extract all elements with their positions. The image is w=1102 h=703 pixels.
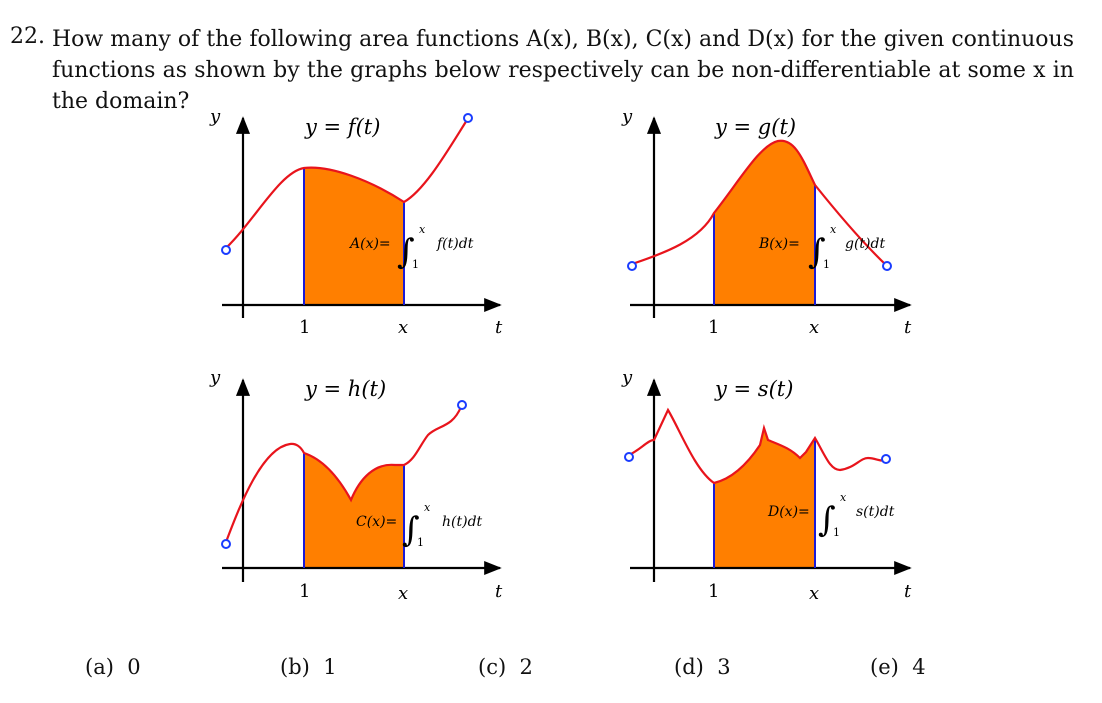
choice-c-value: 2 bbox=[519, 655, 533, 679]
graph-g-open-start bbox=[627, 261, 637, 271]
graph-f-tick-x: x bbox=[398, 317, 408, 338]
graph-f: y y = f(t) A(x)= ∫ x 1 f(t)dt 1 x t bbox=[209, 106, 503, 338]
graph-h-area bbox=[304, 453, 404, 568]
graph-h-integrand: h(t)dt bbox=[442, 514, 483, 530]
graph-g-integral-sign: ∫ bbox=[808, 232, 826, 272]
graph-s-y-label: y bbox=[621, 367, 633, 388]
graph-s-integrand: s(t)dt bbox=[856, 504, 895, 520]
choice-a-label: (a) bbox=[85, 655, 114, 679]
graph-f-function-label: y = f(t) bbox=[304, 115, 380, 139]
graph-s-curve bbox=[628, 407, 886, 485]
graph-f-integral-upper: x bbox=[419, 223, 426, 236]
graph-f-integral-lower: 1 bbox=[412, 258, 419, 271]
graph-f-area-label: A(x)= bbox=[348, 236, 391, 252]
graph-f-y-label: y bbox=[209, 106, 221, 127]
graph-s-integral-upper: x bbox=[840, 491, 847, 504]
graph-h-function-label: y = h(t) bbox=[304, 377, 386, 401]
graph-h-open-start bbox=[221, 539, 231, 549]
graph-s-open-start bbox=[624, 452, 634, 462]
graph-h-integral-lower: 1 bbox=[417, 536, 424, 549]
graph-g-area bbox=[714, 140, 815, 305]
graph-f-integral-sign: ∫ bbox=[397, 232, 415, 272]
graph-s-integral-lower: 1 bbox=[833, 526, 840, 539]
graph-s-function-label: y = s(t) bbox=[714, 377, 793, 401]
graph-f-curve bbox=[225, 119, 468, 249]
choice-d-label: (d) bbox=[674, 655, 704, 679]
graph-g-curve bbox=[631, 139, 887, 266]
graph-h-tick-1: 1 bbox=[299, 581, 310, 602]
graph-h-t-label: t bbox=[495, 581, 503, 602]
choice-b-value: 1 bbox=[323, 655, 337, 679]
graph-f-t-label: t bbox=[495, 317, 503, 338]
choice-b[interactable]: (b) 1 bbox=[280, 655, 337, 679]
choice-e-value: 4 bbox=[912, 655, 926, 679]
graph-f-tick-1: 1 bbox=[299, 317, 310, 338]
graph-f-area bbox=[304, 167, 404, 305]
graph-s-integral-sign: ∫ bbox=[818, 500, 836, 540]
graph-h-integral-sign: ∫ bbox=[402, 510, 420, 550]
choice-c-label: (c) bbox=[478, 655, 507, 679]
question-number: 22. bbox=[10, 24, 45, 49]
graph-s: y y = s(t) D(x)= ∫ x 1 s(t)dt 1 x t bbox=[621, 367, 912, 604]
choice-b-label: (b) bbox=[280, 655, 310, 679]
choice-d-value: 3 bbox=[717, 655, 731, 679]
graph-h-integral-upper: x bbox=[424, 501, 431, 514]
graph-g-function-label: y = g(t) bbox=[714, 115, 796, 139]
graph-s-t-label: t bbox=[904, 581, 912, 602]
graph-h-area-label: C(x)= bbox=[356, 514, 397, 530]
graph-g-tick-1: 1 bbox=[708, 317, 719, 338]
graph-g-integrand: g(t)dt bbox=[845, 236, 885, 252]
choice-e-label: (e) bbox=[870, 655, 899, 679]
graph-g-t-label: t bbox=[904, 317, 912, 338]
choice-a[interactable]: (a) 0 bbox=[85, 655, 141, 679]
graph-s-open-end bbox=[881, 454, 891, 464]
graph-h-tick-x: x bbox=[398, 583, 408, 604]
choice-a-value: 0 bbox=[127, 655, 141, 679]
graph-h-y-label: y bbox=[209, 367, 221, 388]
graph-h-open-end bbox=[457, 400, 467, 410]
graph-g: y y = g(t) B(x)= ∫ x 1 g(t)dt 1 x t bbox=[621, 106, 912, 338]
graph-h: y y = h(t) C(x)= ∫ x 1 h(t)dt 1 x t bbox=[209, 367, 503, 604]
choice-c[interactable]: (c) 2 bbox=[478, 655, 533, 679]
question-text: How many of the following area functions… bbox=[52, 27, 1074, 114]
graph-f-open-end bbox=[463, 113, 473, 123]
graph-s-tick-1: 1 bbox=[708, 581, 719, 602]
graph-g-tick-x: x bbox=[809, 317, 819, 338]
graph-f-open-start bbox=[221, 245, 231, 255]
graph-s-area bbox=[714, 428, 815, 568]
choice-d[interactable]: (d) 3 bbox=[674, 655, 731, 679]
graph-g-open-end bbox=[882, 261, 892, 271]
graph-g-integral-lower: 1 bbox=[823, 258, 830, 271]
graph-g-integral-upper: x bbox=[830, 223, 837, 236]
graph-h-curve bbox=[224, 406, 463, 543]
graph-g-area-label: B(x)= bbox=[758, 236, 800, 252]
graph-g-y-label: y bbox=[621, 106, 633, 127]
graph-s-tick-x: x bbox=[809, 583, 819, 604]
choice-e[interactable]: (e) 4 bbox=[870, 655, 926, 679]
graph-s-area-label: D(x)= bbox=[767, 504, 810, 520]
graph-f-integrand: f(t)dt bbox=[436, 236, 474, 252]
